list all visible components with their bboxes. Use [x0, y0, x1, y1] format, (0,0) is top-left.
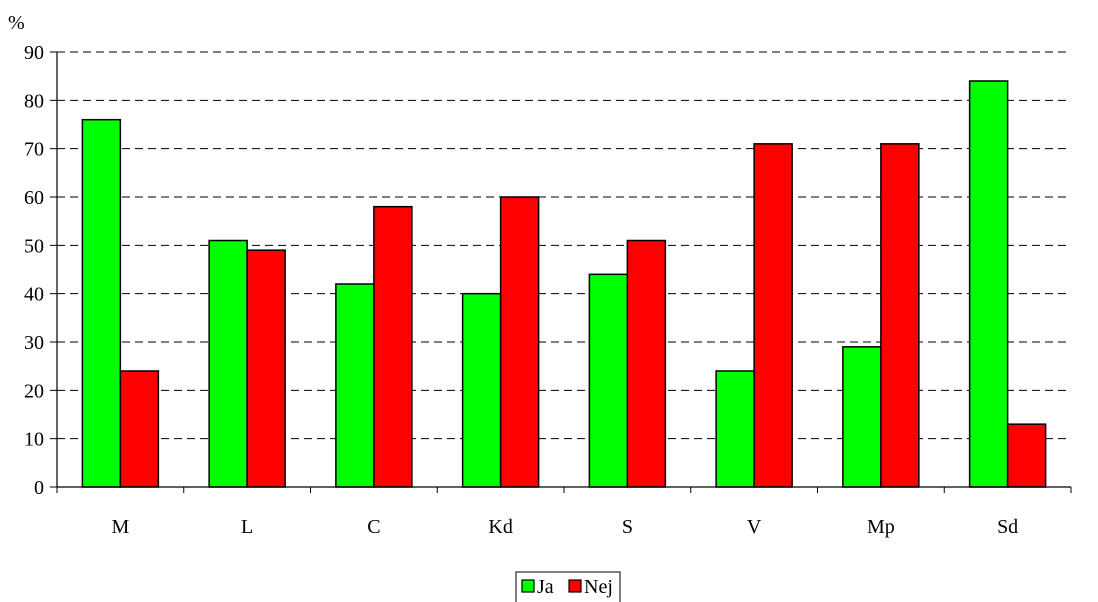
x-tick-label: S [622, 516, 633, 538]
bar-nej-s [626, 239, 667, 488]
bar-nej-m [119, 370, 160, 488]
bar-ja-c [335, 283, 375, 488]
bar-nej-c [373, 205, 413, 488]
bar-ja-v [715, 370, 755, 488]
axes [50, 51, 1072, 493]
bars [81, 80, 1047, 488]
bar-ja-l [208, 239, 248, 488]
bar-nej-kd [499, 196, 540, 488]
y-tick-label: 70 [24, 139, 44, 161]
legend-swatch-nej [568, 579, 582, 593]
y-tick-labels: 0 10 20 30 40 50 60 70 80 90 [24, 42, 44, 499]
y-tick-label: 0 [34, 477, 44, 499]
y-tick-label: 50 [24, 235, 44, 257]
bar-ja-sd [968, 80, 1009, 488]
y-tick-label: 80 [24, 90, 44, 112]
y-tick-label: 20 [24, 380, 44, 402]
x-tick-label: C [367, 516, 380, 538]
bar-nej-l [246, 249, 286, 488]
y-tick-label: 90 [24, 42, 44, 64]
legend: Ja Nej [515, 571, 621, 602]
x-tick-label: Mp [867, 516, 895, 538]
y-tick-label: 10 [24, 429, 44, 451]
bar-nej-v [753, 143, 793, 488]
x-tick-label: V [747, 516, 762, 538]
bar-ja-kd [461, 292, 502, 488]
bar-ja-m [81, 118, 122, 488]
y-tick-label: 60 [24, 187, 44, 209]
x-tick-label: Sd [997, 516, 1018, 538]
x-tick-labels: M L C Kd S V Mp Sd [111, 516, 1018, 538]
legend-label-ja: Ja [537, 576, 554, 598]
bar-nej-mp [880, 143, 920, 488]
x-tick-label: Kd [488, 516, 512, 538]
y-axis-label: % [8, 12, 25, 34]
y-tick-label: 30 [24, 332, 44, 354]
x-tick-label: L [241, 516, 253, 538]
bar-ja-mp [842, 346, 882, 488]
y-tick-label: 40 [24, 284, 44, 306]
bar-ja-s [588, 273, 629, 488]
bar-nej-sd [1006, 423, 1047, 488]
legend-swatch-ja [521, 579, 535, 593]
x-tick-label: M [111, 516, 129, 538]
legend-label-nej: Nej [584, 576, 613, 598]
